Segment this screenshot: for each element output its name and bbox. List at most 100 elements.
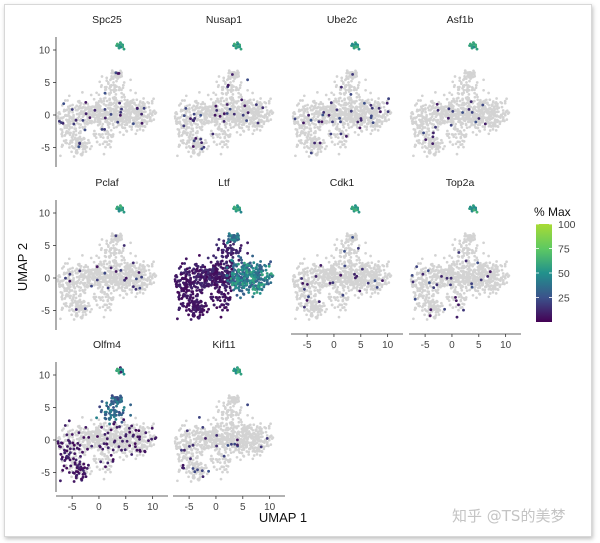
- cell-point: [218, 133, 221, 136]
- cell-point: [416, 134, 420, 137]
- cell-point: [438, 106, 442, 110]
- cell-point: [448, 140, 452, 144]
- cell-point: [80, 316, 84, 319]
- cell-point: [239, 109, 242, 112]
- cell-point: [99, 262, 103, 266]
- expressing-cell: [199, 137, 203, 141]
- cell-point: [432, 123, 436, 126]
- cell-point: [444, 112, 448, 116]
- cell-point: [329, 136, 333, 139]
- cell-point: [365, 128, 369, 131]
- expressing-cell: [222, 112, 226, 116]
- cell-point: [215, 143, 219, 146]
- expressing-cell: [109, 266, 113, 270]
- cell-point: [177, 121, 180, 124]
- cell-point: [109, 133, 113, 137]
- cell-point: [357, 93, 361, 97]
- cell-point: [218, 122, 222, 126]
- cell-point: [104, 120, 107, 124]
- cell-point: [131, 281, 135, 285]
- cell-point: [177, 132, 181, 136]
- expressing-cell: [335, 108, 339, 112]
- cell-point: [130, 291, 134, 294]
- expressing-cell: [436, 108, 440, 112]
- cell-point: [86, 116, 90, 120]
- cell-point: [442, 108, 446, 112]
- cell-point: [173, 117, 177, 120]
- cell-point: [97, 133, 101, 136]
- cell-point: [84, 108, 87, 112]
- cell-point: [104, 266, 108, 270]
- cell-point: [255, 128, 259, 131]
- expressing-cell: [200, 141, 204, 145]
- cell-point: [246, 100, 249, 103]
- cell-point: [110, 232, 114, 235]
- expressing-cell: [302, 121, 305, 125]
- cell-point: [446, 112, 450, 116]
- cell-point: [324, 93, 328, 97]
- cell-point: [81, 91, 84, 94]
- cell-point: [112, 289, 116, 293]
- expressing-cell: [359, 118, 363, 122]
- cell-point: [114, 88, 118, 92]
- panel-title-spc25: Spc25: [92, 14, 122, 26]
- expressing-cell: [320, 120, 324, 124]
- expressing-cell: [109, 113, 113, 116]
- cell-point: [93, 283, 97, 286]
- expressing-cell: [78, 269, 82, 273]
- panel-title-nusap1: Nusap1: [206, 14, 242, 26]
- expressing-cell: [245, 119, 249, 122]
- cell-point: [487, 124, 491, 128]
- cell-point: [111, 102, 115, 106]
- cell-point: [113, 258, 116, 262]
- cell-point: [410, 111, 413, 115]
- cell-point: [59, 290, 63, 294]
- cell-point: [62, 139, 66, 143]
- cell-point: [467, 93, 471, 96]
- cell-point: [376, 124, 380, 128]
- cell-point: [251, 124, 255, 128]
- expressing-cell: [225, 103, 229, 106]
- cell-point: [89, 93, 93, 97]
- cell-point: [177, 145, 181, 148]
- cell-point: [69, 289, 72, 292]
- cell-point: [443, 120, 446, 124]
- cell-point: [373, 116, 377, 120]
- cell-point: [106, 106, 110, 110]
- cell-point: [111, 133, 115, 136]
- cell-point: [75, 284, 79, 288]
- cell-point: [230, 104, 234, 108]
- cell-point: [236, 116, 240, 120]
- cell-point: [103, 96, 107, 100]
- cell-point: [108, 111, 111, 114]
- cell-point: [148, 115, 152, 119]
- cell-point: [355, 99, 358, 103]
- cell-point: [114, 102, 118, 105]
- cell-point: [226, 107, 230, 110]
- cell-point: [106, 293, 110, 297]
- cell-point: [230, 99, 234, 102]
- cell-point: [234, 119, 237, 123]
- cell-point: [142, 97, 145, 100]
- cell-point: [83, 144, 87, 147]
- cell-point: [108, 260, 111, 264]
- cell-point: [93, 120, 97, 123]
- cell-point: [182, 126, 186, 130]
- cell-point: [316, 91, 319, 94]
- cell-point: [103, 291, 106, 294]
- cell-point: [470, 88, 474, 92]
- cell-point: [351, 77, 354, 80]
- cell-point: [265, 115, 269, 119]
- cell-point: [334, 85, 338, 89]
- expressing-cell: [435, 102, 439, 106]
- cell-point: [224, 126, 228, 129]
- cell-point: [138, 279, 142, 283]
- cell-point: [120, 105, 123, 109]
- cell-point: [180, 134, 184, 137]
- cell-point: [216, 127, 220, 131]
- expressing-cell: [191, 145, 195, 148]
- cell-point: [344, 128, 348, 132]
- cell-point: [122, 81, 126, 84]
- expressing-cell: [370, 114, 373, 118]
- cell-point: [138, 100, 142, 103]
